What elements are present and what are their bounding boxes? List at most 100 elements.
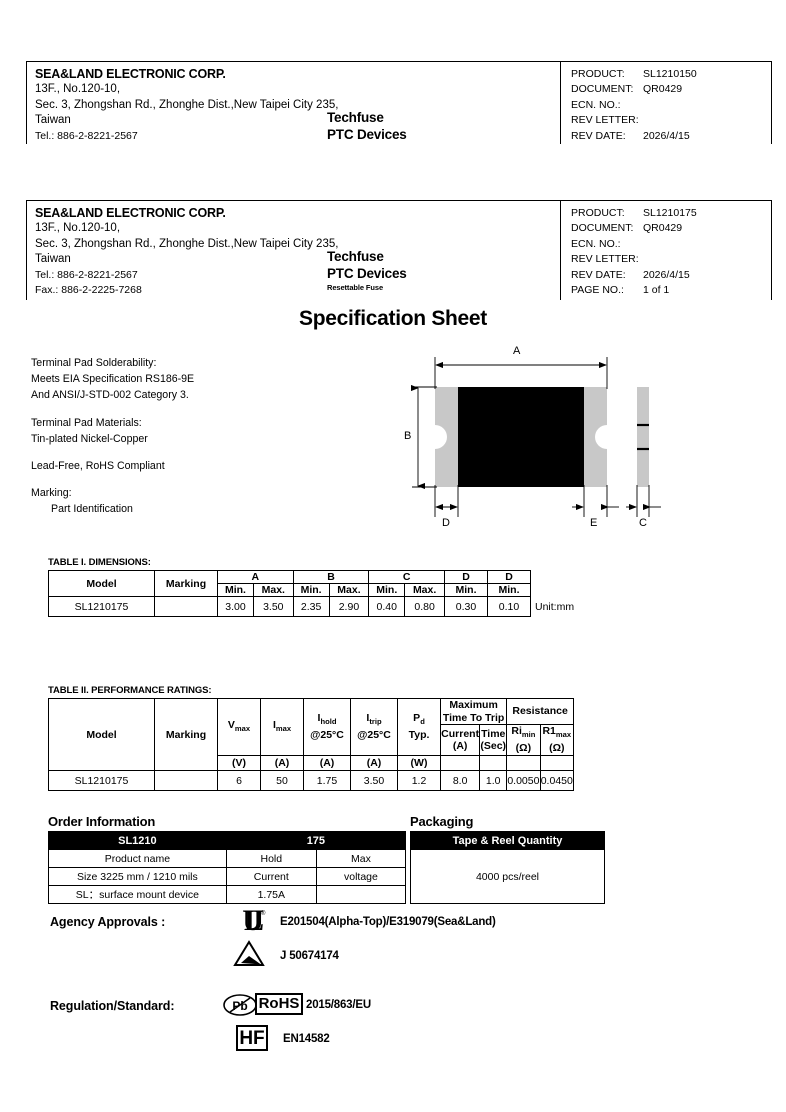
terminal-notes: Terminal Pad Solderability: Meets EIA Sp… [31, 355, 194, 518]
right-notch [595, 425, 607, 449]
table1-col-marking: Marking [154, 570, 218, 597]
drawing-svg [410, 357, 661, 517]
table2-col-marking: Marking [154, 698, 218, 771]
note-materials-value: Tin-plated Nickel-Copper [31, 432, 148, 445]
dim-label-b: B [404, 430, 412, 442]
table2-unit-mtt-current-spacer [439, 755, 481, 771]
table-row: SL1210175 6 50 1.75 3.50 1.2 8.0 1.0 0.0… [48, 770, 575, 791]
table1-cell-d2-min: 0.10 [487, 596, 531, 617]
page-title: Specification Sheet [298, 307, 488, 330]
regulation-standard-label: Regulation/Standard: [50, 999, 175, 1013]
table2-unit-vmax: (V) [217, 755, 261, 771]
company-address-line-3: Taiwan [35, 253, 71, 265]
header-company-info: SEA&LAND ELECTRONIC CORP. 13F., No.120-1… [27, 201, 560, 300]
company-name: SEA&LAND ELECTRONIC CORP. [35, 206, 226, 220]
order-cell-voltage: voltage [315, 867, 407, 886]
table1-cell-a-max: 3.50 [252, 596, 294, 617]
table-row: Product name Hold Max [48, 849, 407, 868]
table1-cell-b-max: 2.90 [328, 596, 370, 617]
dim-label-a: A [513, 345, 521, 357]
table2-cell-model: SL1210175 [48, 770, 155, 791]
psb-certificate-number: J 50674174 [280, 950, 339, 962]
table1-col-a: A [217, 570, 294, 584]
note-spacer [31, 447, 194, 458]
meta-key: PAGE NO.: [571, 284, 624, 297]
meta-value: 2026/4/15 [643, 129, 690, 142]
table2-col-pd: Pd Typ. [397, 698, 441, 756]
table1-cell-b-min: 2.35 [292, 596, 330, 617]
rimin-base: Ri [511, 725, 522, 738]
company-tel: Tel.: 886-2-8221-2567 [35, 268, 138, 281]
agency-approvals-label: Agency Approvals : [50, 915, 166, 929]
mtt-line1: Maximum [449, 699, 498, 711]
table1-col-c: C [368, 570, 445, 584]
meta-value: 2026/4/15 [643, 268, 690, 281]
psb-triangle-icon [232, 940, 266, 973]
table2-col-ihold: Ihold @25°C [303, 698, 351, 756]
order-cell-hold-value: 1.75A [225, 885, 317, 904]
side-view-bar [637, 387, 649, 487]
meta-value: QR0429 [643, 83, 683, 96]
table1-cell-c-max: 0.80 [404, 596, 445, 617]
table1-header-row-1: Model Marking A B C D D [48, 570, 531, 597]
company-address-line-1: 13F., No.120-10, [35, 222, 121, 234]
table2-sub-rimin: Rimin (Ω) [506, 724, 541, 756]
dim-label-c: C [639, 517, 647, 529]
order-information-table: SL1210 175 Product name Hold Max Size 32… [48, 831, 407, 904]
order-header-part: SL1210 [48, 831, 227, 850]
table1-sub-d1-min: Min. [444, 583, 488, 597]
table2-col-imax: Imax [260, 698, 304, 756]
company-address-line-2: Sec. 3, Zhongshan Rd., Zhonghe Dist.,New… [35, 237, 339, 250]
table2-col-model: Model [48, 698, 155, 771]
order-header-row: SL1210 175 [48, 831, 407, 850]
table1-col-b: B [292, 570, 370, 584]
meta-key: REV DATE: [571, 129, 626, 142]
packaging-title: Packaging [410, 814, 474, 829]
note-spacer [31, 404, 194, 415]
r1max-base: R1 [542, 725, 556, 738]
company-address-line-2: Sec. 3, Zhongshan Rd., Zhonghe Dist.,New… [35, 98, 339, 111]
mtt-time-unit: (Sec) [480, 740, 507, 752]
itrip-base: I [366, 712, 370, 725]
table1-col-model: Model [48, 570, 155, 597]
meta-key: PRODUCT: [571, 207, 625, 219]
table1-cell-model: SL1210175 [48, 596, 155, 617]
table1-sub-b-min: Min. [292, 583, 330, 597]
order-information-title: Order Information [48, 814, 156, 829]
vmax-base: V [227, 718, 235, 731]
table2-cell-r1max: 0.0450 [539, 770, 575, 791]
brand-block: Techfuse PTC Devices Resettable Fuse [327, 109, 407, 144]
meta-key: REV LETTER: [571, 114, 639, 127]
svg-text:U: U [242, 906, 264, 936]
meta-row-ecn-no: ECN. NO.: [571, 98, 771, 113]
rimin-unit: (Ω) [515, 742, 532, 755]
dim-label-e: E [590, 517, 598, 529]
itrip-sub: trip [369, 717, 382, 727]
order-cell-current: Current [225, 867, 317, 886]
rohs-mark: RoHS [255, 993, 303, 1015]
table1-sub-c-min: Min. [368, 583, 406, 597]
order-cell-size: Size 3225 mm / 1210 mils [48, 867, 227, 886]
imax-base: I [272, 718, 276, 731]
company-address-line-1: 13F., No.120-10, [35, 83, 121, 95]
company-name: SEA&LAND ELECTRONIC CORP. [35, 67, 226, 81]
header-company-info: SEA&LAND ELECTRONIC CORP. 13F., No.120-1… [27, 62, 560, 144]
table2-col-vmax: Vmax [217, 698, 261, 756]
table2-cell-imax: 50 [260, 770, 304, 791]
pd-sub: d [420, 717, 425, 727]
meta-row-ecn-no: ECN. NO.: [571, 237, 771, 252]
meta-key: REV LETTER: [571, 253, 639, 266]
table2-col-itrip: Itrip @25°C [350, 698, 398, 756]
company-tel: Tel.: 886-2-8221-2567 [35, 129, 138, 142]
performance-ratings-table: Model Marking Vmax Imax Ihold @25°C Itri… [48, 698, 575, 791]
header-box: SEA&LAND ELECTRONIC CORP. 13F., No.120-1… [26, 61, 772, 144]
meta-row-page-no: PAGE NO.: 1 of 1 [571, 283, 771, 298]
rimin-sub: min [521, 730, 536, 740]
meta-value: 1 of 1 [643, 284, 670, 297]
table2-unit-itrip: (A) [350, 755, 398, 771]
table2-sub-mtt-current: Current (A) [439, 724, 481, 756]
packaging-cell-quantity: 4000 pcs/reel [410, 849, 605, 904]
meta-row-rev-date: REV DATE: 2026/4/15 [571, 129, 771, 144]
ul-recognized-icon: U L ® [228, 904, 268, 941]
meta-key: DOCUMENT: [571, 222, 634, 235]
